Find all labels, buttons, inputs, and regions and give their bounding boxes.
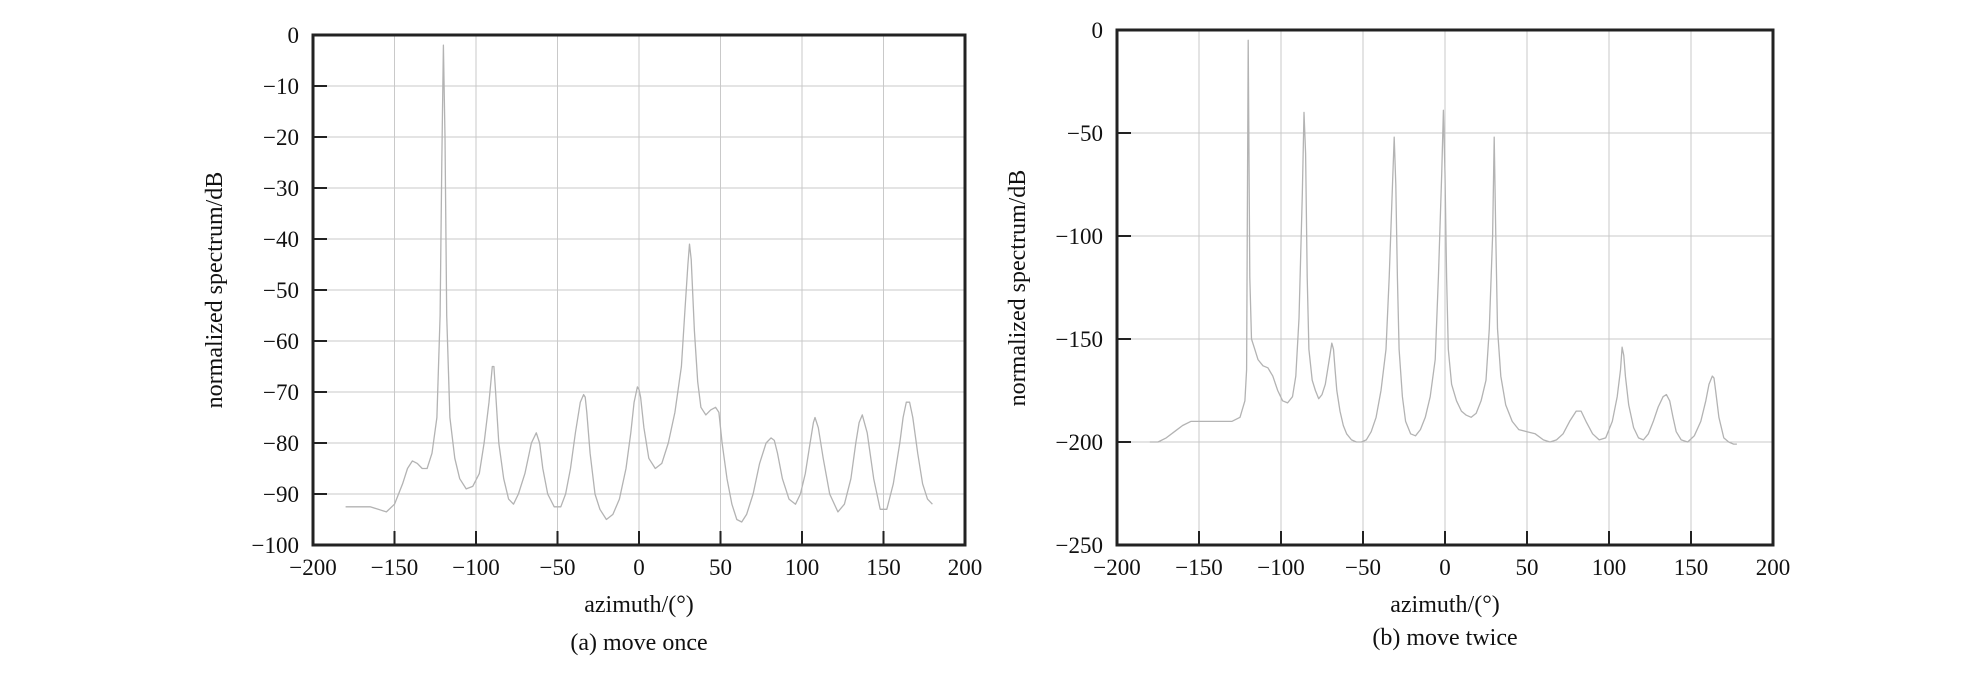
x-tick-label: 0 [633, 555, 645, 580]
x-tick-label: 150 [1674, 555, 1709, 580]
x-tick-label: −50 [1345, 555, 1381, 580]
x-tick-label: 100 [785, 555, 820, 580]
grid-b [1117, 30, 1773, 545]
grid-a [313, 35, 965, 545]
y-tick-label: −90 [263, 482, 299, 507]
ticks-b: −200 −150 −100 −50 0 50 100 150 200 0 −50 −100 −150 −… [1056, 18, 1791, 580]
x-tick-label: 50 [1516, 555, 1539, 580]
y-tick-label: −200 [1056, 430, 1103, 455]
y-tick-label: 0 [288, 23, 300, 48]
x-tick-label: 50 [709, 555, 732, 580]
y-tick-label: −40 [263, 227, 299, 252]
x-tick-label: −50 [540, 555, 576, 580]
y-tick-label: −250 [1056, 533, 1103, 558]
x-tick-label: 200 [1756, 555, 1791, 580]
y-axis-label-a: normalized spectrum/dB [202, 172, 228, 409]
y-tick-label: −60 [263, 329, 299, 354]
ticks-a: −200 −150 −100 −50 0 50 100 150 200 0 −10 −20 −30 −40… [252, 23, 983, 580]
x-tick-label: −200 [289, 555, 336, 580]
x-tick-label: −150 [1175, 555, 1222, 580]
y-tick-label: −50 [263, 278, 299, 303]
x-axis-label-b: azimuth/(°) [1390, 592, 1500, 618]
y-tick-label: 0 [1092, 18, 1104, 43]
x-tick-label: −100 [1257, 555, 1304, 580]
y-tick-label: −30 [263, 176, 299, 201]
caption-b: (b) move twice [1372, 625, 1517, 651]
caption-a: (a) move once [570, 630, 707, 656]
y-tick-label: −100 [1056, 224, 1103, 249]
chart-panel-b: −200 −150 −100 −50 0 50 100 150 200 0 −50 −100 −150 −… [1005, 18, 1790, 651]
chart-panel-a: −200 −150 −100 −50 0 50 100 150 200 0 −10 −20 −30 −40… [202, 23, 982, 656]
x-tick-label: −150 [371, 555, 418, 580]
x-tick-label: −100 [452, 555, 499, 580]
y-tick-label: −100 [252, 533, 299, 558]
y-tick-label: −10 [263, 74, 299, 99]
series-a [345, 44, 933, 523]
y-axis-label-b: normalized spectrum/dB [1005, 170, 1031, 407]
x-tick-label: 200 [948, 555, 983, 580]
y-tick-label: −50 [1067, 121, 1103, 146]
y-tick-label: −20 [263, 125, 299, 150]
series-line-a [345, 44, 933, 523]
x-tick-label: −200 [1093, 555, 1140, 580]
y-tick-label: −70 [263, 380, 299, 405]
x-tick-label: 100 [1592, 555, 1627, 580]
x-tick-label: 150 [866, 555, 901, 580]
x-tick-label: 0 [1439, 555, 1451, 580]
series-line-b [1149, 39, 1737, 445]
series-b [1149, 39, 1737, 445]
y-tick-label: −80 [263, 431, 299, 456]
x-axis-label-a: azimuth/(°) [584, 592, 694, 618]
y-tick-label: −150 [1056, 327, 1103, 352]
